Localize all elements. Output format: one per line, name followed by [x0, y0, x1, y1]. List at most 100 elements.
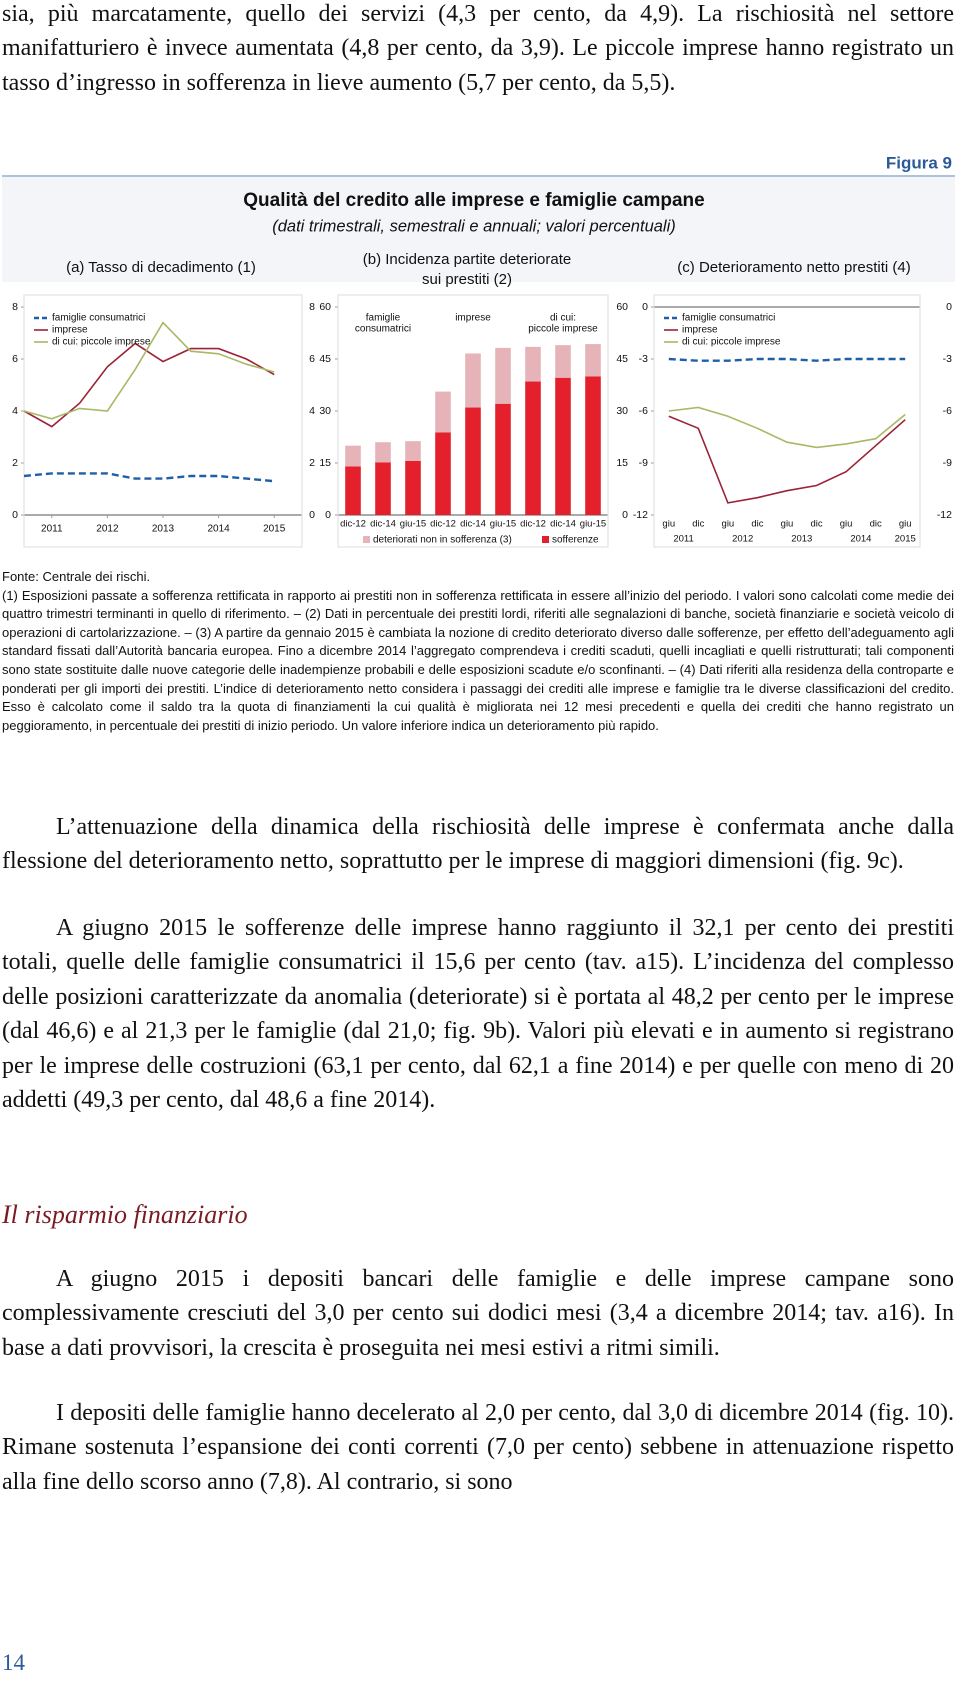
paragraph: sia, più marcatamente, quello dei serviz…: [2, 1, 954, 96]
panel-title: sui prestiti (2): [422, 271, 512, 288]
y2-tick-label: 60: [616, 301, 628, 313]
x-tick-label: dic-14: [460, 519, 486, 530]
figure-title: Qualità del credito alle imprese e famig…: [243, 190, 704, 211]
bar-segment: [495, 347, 511, 404]
y-tick-label: 60: [319, 301, 331, 313]
x-tick-label: dic-12: [520, 519, 546, 530]
x-tick-label: giu: [722, 519, 735, 530]
series-line: [23, 342, 275, 428]
y2-tick-label: 2: [309, 457, 315, 469]
bar-segment: [405, 460, 421, 515]
y2-tick-label: -12: [937, 509, 952, 521]
y-tick-label: -3: [639, 353, 648, 365]
series-line: [23, 321, 275, 420]
panel-title: (b) Incidenza partite deteriorate: [363, 251, 571, 268]
group-label: imprese: [455, 313, 491, 324]
x-tick-label: giu: [781, 519, 794, 530]
paragraph: A giugno 2015 le sofferenze delle impres…: [2, 915, 954, 1114]
paragraph: L’attenuazione della dinamica della risc…: [2, 814, 954, 875]
x-tick-label: giu-15: [580, 519, 606, 530]
figure-header-bg: [2, 177, 955, 282]
figure-notes: Fonte: Centrale dei rischi. (1) Esposizi…: [2, 568, 954, 735]
section-title: Il risparmio finanziario: [2, 1200, 248, 1229]
x-tick-label: dic: [810, 519, 822, 530]
x-tick-label: giu-15: [490, 519, 516, 530]
bar-segment: [525, 346, 541, 382]
y-tick-label: 4: [12, 405, 18, 417]
group-label: famiglie: [366, 313, 401, 324]
x-tick-label: giu: [899, 519, 912, 530]
legend-label: famiglie consumatrici: [52, 313, 145, 324]
bar-segment: [375, 462, 391, 515]
group-label: di cui:: [550, 313, 576, 324]
legend-swatch: [542, 536, 549, 543]
x-group-label: 2012: [732, 534, 753, 545]
bar-segment: [555, 345, 571, 378]
x-group-label: 2011: [673, 534, 693, 545]
x-tick-label: giu: [840, 519, 853, 530]
legend-label: di cui: piccole imprese: [682, 337, 781, 348]
y2-tick-label: 45: [616, 353, 628, 365]
x-tick-label: giu: [662, 519, 675, 530]
legend-swatch: [363, 536, 370, 543]
bar-segment: [495, 403, 511, 515]
y-tick-label: 6: [12, 353, 18, 365]
bar-segment: [555, 377, 571, 515]
y-tick-label: 15: [319, 457, 331, 469]
figure-label: Figura 9: [886, 153, 952, 172]
x-tick-label: 2015: [263, 524, 286, 535]
x-tick-label: giu-15: [400, 519, 426, 530]
y2-tick-label: -6: [943, 405, 952, 417]
y-tick-label: -6: [639, 405, 648, 417]
y2-tick-label: 0: [622, 509, 628, 521]
x-tick-label: dic: [751, 519, 763, 530]
bar-segment: [585, 344, 601, 377]
y2-tick-label: -9: [943, 457, 952, 469]
bar-segment: [525, 381, 541, 515]
bar-segment: [435, 391, 451, 433]
x-tick-label: dic: [870, 519, 882, 530]
series-line: [23, 472, 275, 483]
plot-frame: [23, 294, 303, 548]
y2-tick-label: 30: [616, 405, 628, 417]
notes: (1) Esposizioni passate a sofferenza ret…: [2, 587, 954, 733]
y-tick-label: 30: [319, 405, 331, 417]
panel-title: (a) Tasso di decadimento (1): [66, 259, 256, 276]
y2-tick-label: -3: [943, 353, 952, 365]
x-tick-label: dic-12: [430, 519, 456, 530]
series-line: [668, 415, 906, 504]
plot-frame: [653, 294, 921, 548]
group-label: piccole imprese: [528, 324, 598, 335]
y-tick-label: -12: [633, 509, 648, 521]
x-tick-label: dic-12: [340, 519, 366, 530]
legend-label: famiglie consumatrici: [682, 313, 775, 324]
paragraph: A giugno 2015 i depositi bancari delle f…: [2, 1266, 954, 1361]
y-tick-label: 0: [325, 509, 331, 521]
group-label: consumatrici: [355, 324, 411, 335]
x-tick-label: 2014: [207, 524, 230, 535]
y-tick-label: 2: [12, 457, 18, 469]
legend-label: di cui: piccole imprese: [52, 337, 151, 348]
x-tick-label: 2011: [41, 524, 63, 535]
legend-label: deteriorati non in sofferenza (3): [373, 535, 512, 546]
bar-segment: [435, 432, 451, 515]
bar-segment: [345, 445, 361, 467]
bar-segment: [375, 442, 391, 463]
figure: Figura 9 Qualità del credito alle impres…: [2, 153, 955, 548]
plot-frame: [337, 294, 609, 548]
legend-label: imprese: [682, 325, 718, 336]
y2-tick-label: 0: [946, 301, 952, 313]
legend-label: sofferenze: [552, 535, 599, 546]
x-group-label: 2013: [791, 534, 812, 545]
y2-tick-label: 15: [616, 457, 628, 469]
y2-tick-label: 4: [309, 405, 315, 417]
x-tick-label: 2012: [96, 524, 119, 535]
bar-segment: [465, 407, 481, 515]
y2-tick-label: 6: [309, 353, 315, 365]
bar-segment: [465, 353, 481, 408]
bar-segment: [345, 466, 361, 515]
x-tick-label: dic: [692, 519, 704, 530]
y2-tick-label: 8: [309, 301, 315, 313]
y2-tick-label: 0: [309, 509, 315, 521]
